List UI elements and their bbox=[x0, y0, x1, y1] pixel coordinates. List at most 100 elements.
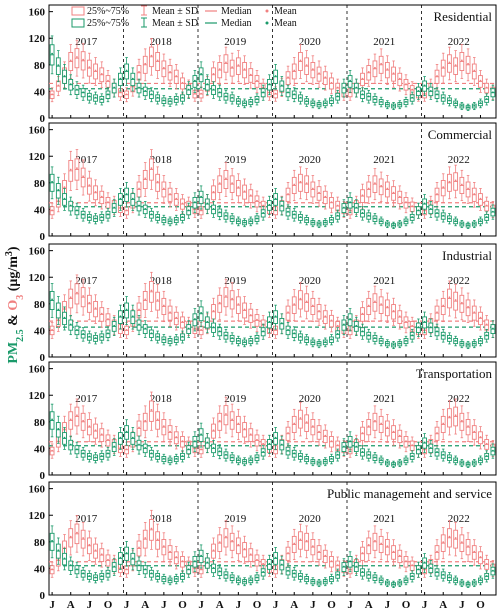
pm25-mean-dot bbox=[392, 583, 395, 586]
pm25-mean-dot bbox=[218, 211, 221, 214]
pm25-mean-dot bbox=[187, 209, 190, 212]
o3-mean-dot bbox=[125, 209, 128, 212]
pm25-mean-dot bbox=[100, 335, 103, 338]
pm25-mean-dot bbox=[386, 342, 389, 345]
pm25-mean-dot bbox=[150, 332, 153, 335]
o3-mean-dot bbox=[485, 204, 488, 207]
pm25-mean-dot bbox=[69, 443, 72, 446]
pm25-mean-dot bbox=[225, 573, 227, 576]
pm25-mean-dot bbox=[169, 339, 171, 342]
xtick-label: A bbox=[216, 599, 224, 611]
y-axis-label-part: 3 bbox=[15, 295, 26, 300]
o3-mean-dot bbox=[311, 545, 314, 548]
pm25-mean-dot bbox=[318, 342, 320, 345]
pm25-mean-dot bbox=[448, 217, 451, 220]
o3-mean-dot bbox=[138, 308, 140, 311]
xtick-label: J bbox=[124, 599, 130, 611]
pm25-mean-dot bbox=[299, 335, 302, 338]
pm25-mean-dot bbox=[460, 342, 463, 345]
pm25-mean-dot bbox=[386, 581, 389, 584]
pm25-mean-dot bbox=[175, 218, 178, 221]
panel-title: Residential bbox=[434, 9, 493, 24]
pm25-mean-dot bbox=[156, 216, 159, 218]
pm25-mean-dot bbox=[342, 565, 345, 568]
pm25-mean-dot bbox=[82, 213, 85, 216]
o3-mean-dot bbox=[442, 186, 445, 189]
o3-mean-dot bbox=[374, 66, 376, 69]
pm25-mean-dot bbox=[411, 575, 414, 577]
o3-mean-dot bbox=[448, 415, 451, 418]
pm25-mean-dot bbox=[76, 209, 78, 212]
pm25-mean-dot bbox=[212, 88, 215, 91]
pm25-mean-dot bbox=[268, 442, 271, 445]
pm25-mean-dot bbox=[256, 98, 258, 100]
pm25-mean-dot bbox=[324, 460, 327, 463]
pm25-mean-dot bbox=[193, 560, 196, 562]
pm25-mean-dot bbox=[187, 327, 190, 330]
ytick-label: 80 bbox=[34, 537, 46, 549]
o3-mean-dot bbox=[94, 69, 97, 72]
pm25-mean-dot bbox=[113, 86, 116, 89]
o3-mean-dot bbox=[386, 187, 389, 190]
pm25-mean-dot bbox=[187, 448, 190, 451]
pm25-mean-dot bbox=[398, 461, 401, 464]
pm25-mean-dot bbox=[51, 418, 54, 421]
o3-mean-dot bbox=[299, 59, 302, 62]
pm25-mean-dot bbox=[342, 323, 345, 326]
ytick-label: 120 bbox=[29, 390, 46, 402]
year-label: 2018 bbox=[150, 393, 173, 405]
o3-mean-dot bbox=[305, 182, 308, 185]
pm25-mean-dot bbox=[417, 209, 420, 212]
pm25-mean-dot bbox=[355, 324, 358, 327]
pm25-mean-dot bbox=[88, 95, 91, 98]
ytick-label: 120 bbox=[29, 151, 46, 163]
pm25-mean-dot bbox=[280, 84, 283, 87]
o3-mean-dot bbox=[162, 545, 165, 548]
o3-mean-dot bbox=[324, 76, 327, 79]
pm25-mean-dot bbox=[175, 457, 178, 460]
o3-mean-dot bbox=[51, 328, 54, 331]
panel-title: Public management and service bbox=[327, 486, 492, 501]
pm25-mean-dot bbox=[113, 206, 116, 209]
ytick-label: 80 bbox=[34, 60, 46, 72]
pm25-mean-dot bbox=[200, 554, 203, 557]
pm25-mean-dot bbox=[287, 91, 289, 94]
o3-mean-dot bbox=[411, 205, 414, 208]
o3-mean-dot bbox=[361, 552, 364, 554]
ytick-label: 0 bbox=[40, 470, 46, 482]
pm25-mean-dot bbox=[274, 436, 277, 439]
pm25-mean-dot bbox=[144, 327, 147, 330]
o3-mean-dot bbox=[150, 409, 153, 411]
o3-mean-dot bbox=[119, 91, 122, 94]
pm25-mean-dot bbox=[367, 453, 370, 456]
o3-mean-dot bbox=[460, 419, 463, 422]
o3-mean-dot bbox=[200, 209, 203, 212]
o3-mean-dot bbox=[231, 539, 234, 542]
o3-mean-dot bbox=[473, 550, 476, 553]
pm25-mean-dot bbox=[51, 298, 54, 301]
o3-mean-dot bbox=[150, 527, 153, 530]
pm25-mean-dot bbox=[299, 96, 302, 99]
o3-mean-dot bbox=[398, 315, 401, 318]
year-label: 2020 bbox=[299, 393, 322, 405]
pm25-mean-dot bbox=[324, 221, 327, 224]
o3-mean-dot bbox=[473, 430, 476, 433]
o3-mean-dot bbox=[88, 543, 91, 546]
o3-mean-dot bbox=[225, 61, 227, 64]
pm25-mean-dot bbox=[125, 69, 128, 72]
pm25-mean-dot bbox=[119, 197, 122, 200]
legend-label: Median bbox=[221, 6, 252, 17]
pm25-mean-dot bbox=[88, 335, 91, 338]
pm25-mean-dot bbox=[398, 103, 401, 106]
pm25-mean-dot bbox=[193, 79, 196, 82]
pm25-mean-dot bbox=[485, 575, 488, 577]
pm25-mean-dot bbox=[392, 104, 395, 107]
o3-mean-dot bbox=[51, 449, 54, 452]
panel-title: Commercial bbox=[428, 127, 493, 142]
pm25-mean-dot bbox=[398, 222, 401, 225]
ytick-label: 160 bbox=[29, 364, 46, 376]
ytick-label: 40 bbox=[34, 86, 46, 98]
pm25-mean-dot bbox=[280, 443, 283, 446]
pm25-mean-dot bbox=[100, 216, 103, 218]
o3-mean-dot bbox=[162, 304, 165, 307]
